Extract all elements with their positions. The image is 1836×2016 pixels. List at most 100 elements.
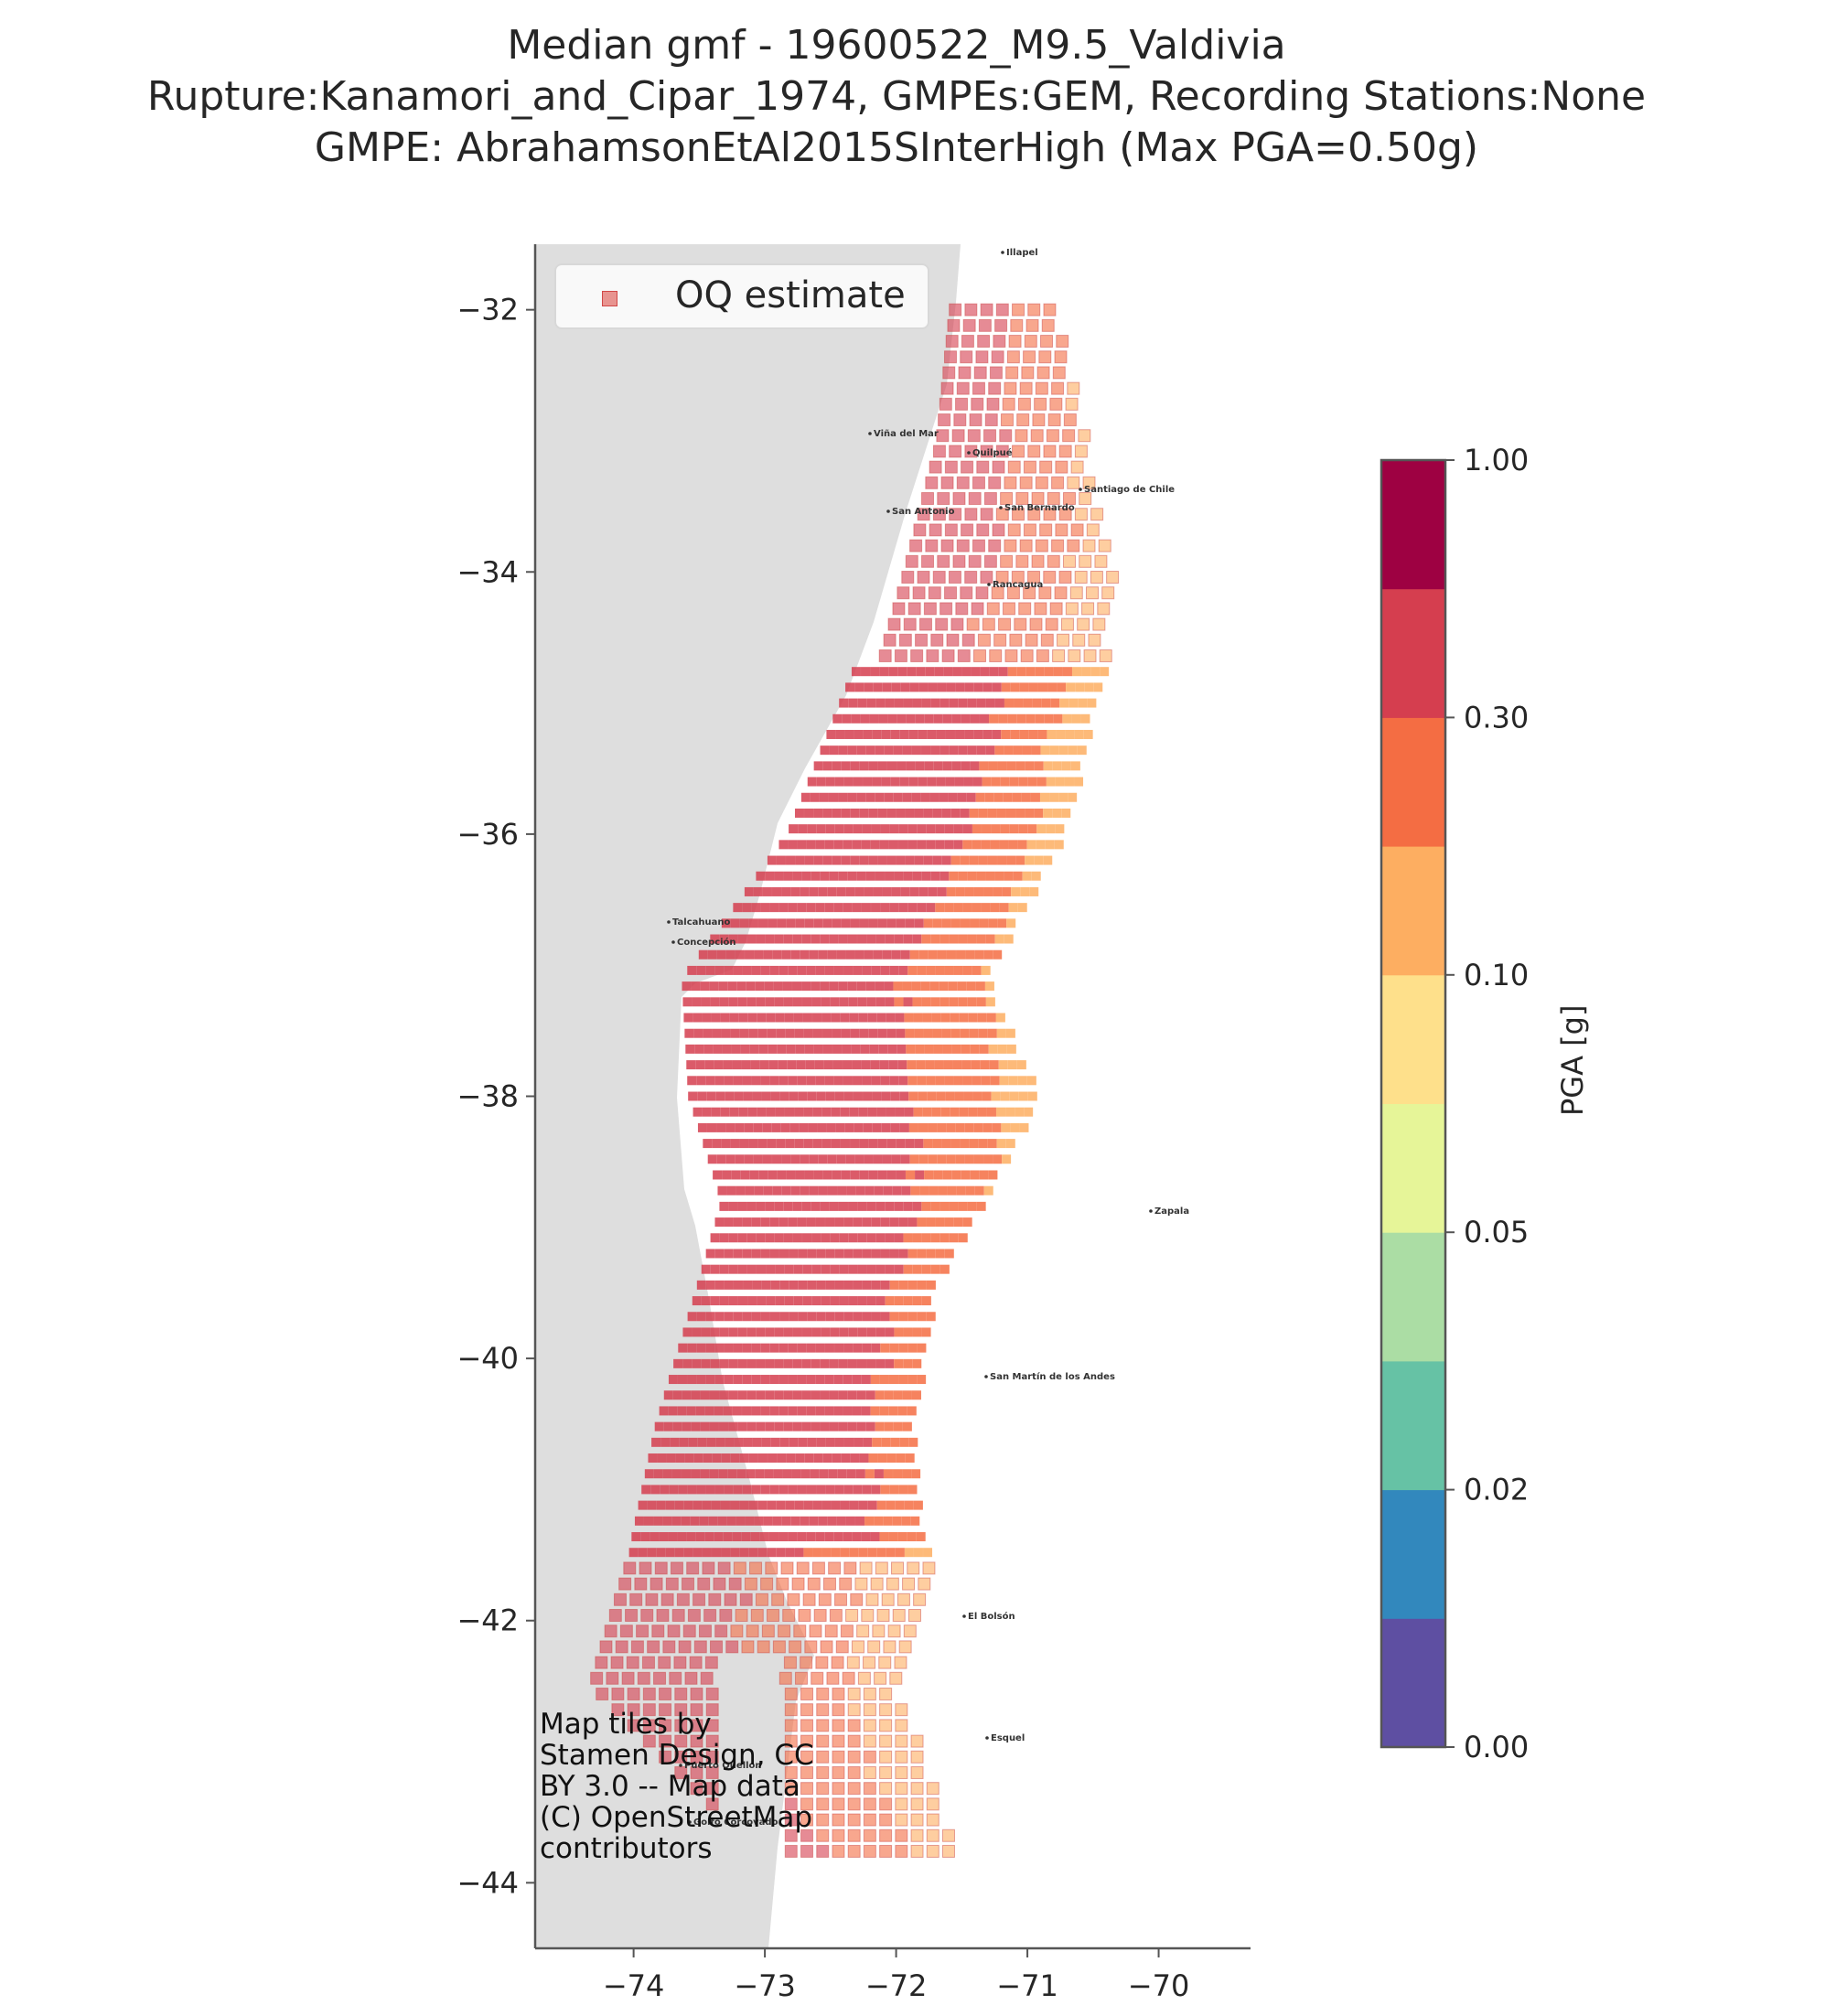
gmf-cell [733, 1249, 743, 1259]
gmf-cell [728, 934, 738, 944]
gmf-cell [634, 1516, 644, 1526]
gmf-cell [849, 1548, 859, 1558]
gmf-cell [1051, 381, 1065, 395]
gmf-cell [1068, 792, 1078, 802]
gmf-cell [962, 824, 972, 834]
gmf-cell [847, 1750, 861, 1764]
gmf-cell [1027, 1091, 1037, 1101]
gmf-cell [924, 761, 934, 771]
gmf-cell [725, 1640, 739, 1654]
gmf-cell [1065, 729, 1075, 739]
gmf-cell [830, 1264, 840, 1274]
gmf-cell [746, 1201, 757, 1211]
gmf-cell [847, 1719, 861, 1732]
gmf-cell [859, 1453, 869, 1464]
gmf-cell [703, 1044, 714, 1054]
gmf-cell [711, 1107, 721, 1117]
gmf-cell [1019, 682, 1029, 692]
gmf-cells [590, 303, 1120, 1858]
gmf-cell [958, 366, 972, 380]
gmf-cell [792, 1233, 802, 1243]
gmf-cell [755, 1469, 765, 1479]
gmf-cell [956, 476, 970, 489]
gmf-cell [804, 1640, 818, 1654]
gmf-cell [1004, 871, 1014, 881]
gmf-cell [662, 1516, 672, 1526]
city-dot-icon [962, 1614, 966, 1618]
gmf-cell [714, 1485, 725, 1495]
gmf-cell [885, 698, 895, 708]
gmf-cell [997, 855, 1007, 865]
gmf-cell [668, 1406, 678, 1416]
gmf-cell [906, 761, 916, 771]
gmf-cell [754, 1185, 764, 1196]
gmf-cell [1023, 460, 1036, 474]
gmf-cell [721, 918, 731, 928]
gmf-cell [863, 1750, 876, 1764]
gmf-cell [866, 1233, 876, 1243]
gmf-cell [800, 1782, 814, 1796]
gmf-cell [700, 1469, 710, 1479]
city-dot-icon [999, 506, 1003, 509]
gmf-cell [690, 1765, 703, 1779]
gmf-cell [728, 1421, 738, 1432]
gmf-cell [667, 1625, 681, 1638]
gmf-cell [716, 1122, 726, 1132]
gmf-cell [703, 1139, 713, 1149]
gmf-cell [858, 1500, 868, 1510]
gmf-cell [980, 571, 993, 584]
gmf-cell [941, 649, 955, 662]
gmf-cell [968, 1107, 978, 1117]
gmf-cell [981, 903, 991, 913]
gmf-cell [950, 1139, 961, 1149]
gmf-cell [858, 1548, 868, 1558]
gmf-cell [712, 1548, 722, 1558]
gmf-cell [756, 1327, 766, 1337]
gmf-cell [724, 1375, 734, 1385]
gmf-cell [905, 1028, 915, 1038]
gmf-cell [1005, 1139, 1015, 1149]
gmf-cell [851, 1640, 864, 1654]
gmf-cell [912, 1264, 922, 1274]
gmf-cell [937, 949, 947, 960]
gmf-cell [677, 1406, 687, 1416]
gmf-cell [822, 855, 832, 865]
gmf-cell [1040, 335, 1054, 349]
gmf-cell [876, 1608, 890, 1622]
gmf-cell [829, 745, 839, 756]
gmf-cell [853, 1485, 863, 1495]
gmf-cell [702, 1500, 712, 1510]
gmf-cell [742, 1485, 752, 1495]
gmf-cell [935, 903, 945, 913]
gmf-cell [682, 1577, 695, 1591]
gmf-cell [877, 1139, 887, 1149]
gmf-cell [1060, 617, 1074, 631]
gmf-cell [803, 1548, 813, 1558]
gmf-cell [824, 1532, 834, 1542]
gmf-cell [856, 1358, 866, 1368]
gmf-cell [678, 1640, 692, 1654]
gmf-cell [1087, 698, 1097, 708]
gmf-cell [812, 1013, 822, 1023]
gmf-cell [871, 1076, 881, 1086]
gmf-cell [705, 1719, 719, 1732]
gmf-cell [683, 1013, 693, 1023]
gmf-cell [896, 855, 906, 865]
gmf-cell [821, 1107, 832, 1117]
gmf-cell [767, 1028, 777, 1038]
gmf-cell [983, 1154, 993, 1164]
gmf-cell [936, 1091, 946, 1101]
gmf-cell [900, 682, 910, 692]
gmf-cell [939, 602, 953, 616]
gmf-cell [807, 824, 817, 834]
gmf-cell [660, 1592, 674, 1606]
gmf-cell [879, 1797, 893, 1811]
gmf-cell [865, 745, 875, 756]
gmf-cell [1025, 713, 1036, 724]
gmf-cell [813, 918, 823, 928]
gmf-cell [902, 1421, 912, 1432]
gmf-cell [923, 918, 933, 928]
gmf-cell [758, 1170, 768, 1180]
gmf-cell [921, 871, 931, 881]
gmf-cell [852, 1060, 862, 1070]
